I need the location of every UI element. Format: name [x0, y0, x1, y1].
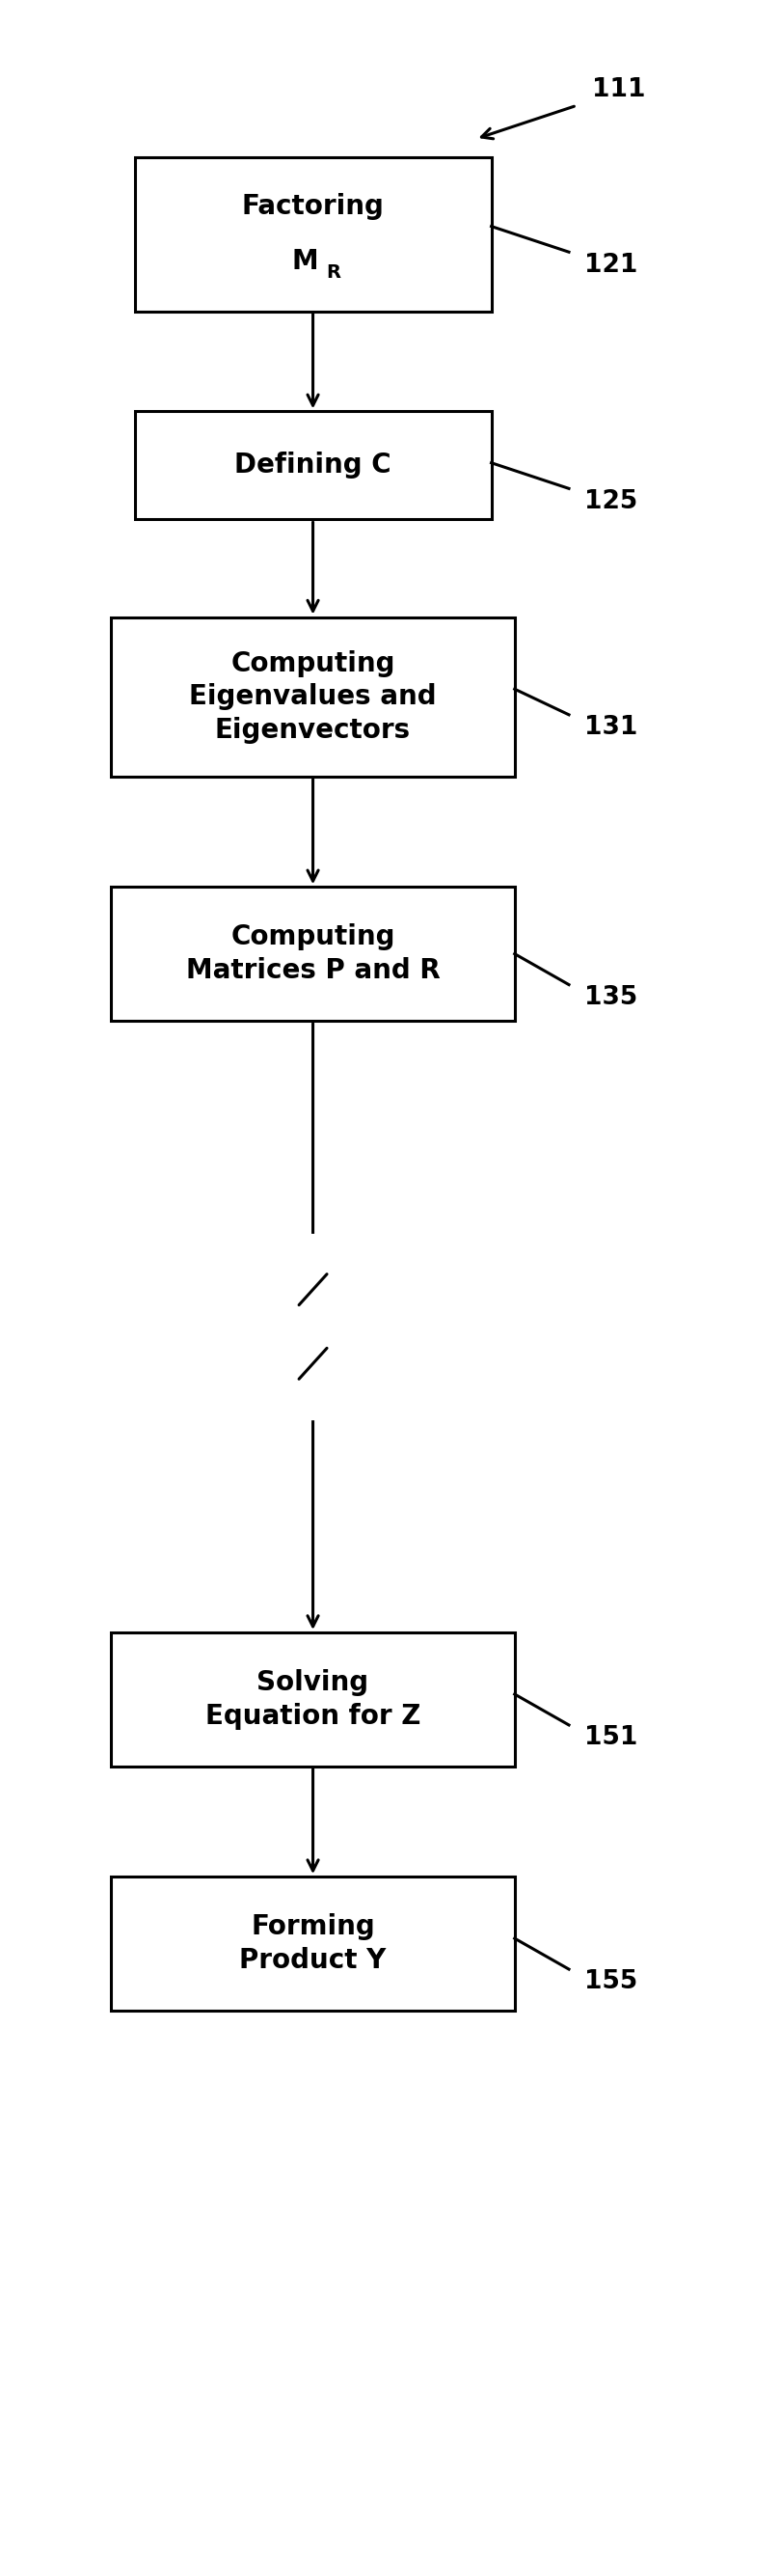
Bar [134, 412, 491, 520]
Text: Defining C: Defining C [234, 451, 391, 479]
Text: 111: 111 [592, 77, 646, 103]
Bar [134, 157, 491, 312]
Text: 131: 131 [584, 716, 638, 739]
Text: 135: 135 [584, 984, 637, 1010]
Text: 155: 155 [584, 1971, 637, 1994]
Text: Solving
Equation for Z: Solving Equation for Z [205, 1669, 421, 1728]
Text: R: R [326, 263, 341, 281]
Text: Factoring: Factoring [241, 193, 384, 219]
Text: 121: 121 [584, 252, 638, 278]
Text: Forming
Product Y: Forming Product Y [240, 1914, 387, 1973]
Text: 125: 125 [584, 489, 637, 515]
Bar [111, 886, 515, 1020]
Text: Computing
Eigenvalues and
Eigenvectors: Computing Eigenvalues and Eigenvectors [189, 649, 437, 744]
Text: Computing
Matrices P and R: Computing Matrices P and R [186, 925, 440, 984]
Bar [111, 1633, 515, 1767]
Bar [111, 618, 515, 775]
Text: M: M [292, 247, 319, 276]
Bar [111, 1878, 515, 2009]
Bar [292, 1234, 334, 1419]
Text: 151: 151 [584, 1726, 638, 1752]
